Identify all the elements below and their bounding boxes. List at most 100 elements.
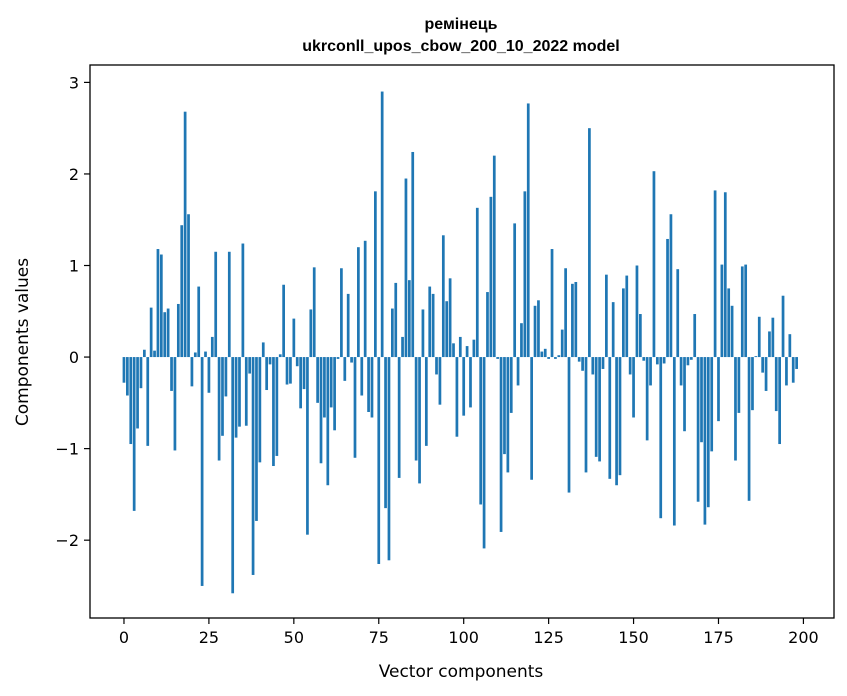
bar [571, 283, 574, 358]
bar [170, 357, 173, 391]
bar [560, 329, 564, 358]
bar [645, 357, 649, 441]
bar [200, 357, 204, 586]
bar [689, 357, 693, 360]
bar [598, 357, 601, 462]
bar [428, 286, 432, 358]
bar [635, 265, 639, 358]
bar [499, 357, 503, 532]
bar [479, 357, 483, 505]
bar [652, 171, 656, 358]
bar [421, 309, 425, 358]
bar [340, 268, 343, 358]
bar [156, 249, 160, 358]
x-tick-label: 100 [448, 628, 479, 647]
bar [458, 336, 462, 358]
bar [706, 357, 710, 508]
bar [605, 274, 608, 358]
bar [533, 305, 537, 358]
bar [187, 214, 190, 358]
bar [166, 308, 170, 358]
bar [132, 357, 136, 511]
bar [591, 357, 595, 375]
bar [153, 350, 156, 358]
bar [139, 357, 143, 389]
bar [241, 243, 245, 358]
bar [581, 357, 584, 371]
bar [761, 357, 765, 373]
bar [513, 223, 517, 358]
bar [577, 357, 581, 362]
bar [316, 357, 319, 403]
bar [438, 357, 442, 405]
y-tick-label: 3 [69, 73, 79, 92]
bar [377, 357, 381, 564]
bar [503, 357, 506, 455]
bar [781, 295, 785, 358]
y-tick-label: 0 [69, 348, 79, 367]
bar [710, 357, 714, 452]
bar [353, 357, 357, 458]
bar [791, 357, 795, 383]
bar [669, 214, 673, 358]
bar [424, 357, 428, 446]
bar [717, 357, 720, 422]
chart-title: ремінець [425, 16, 498, 33]
bar [567, 357, 571, 493]
bar [788, 334, 792, 358]
bar [526, 103, 530, 358]
bar [278, 354, 282, 358]
bar [272, 357, 275, 467]
bar [336, 357, 340, 359]
bar [594, 357, 598, 457]
plot-frame [89, 64, 835, 619]
bar [615, 357, 618, 486]
bar [523, 191, 527, 358]
y-axis-label: Components values [13, 258, 33, 426]
bar [686, 357, 690, 366]
bar [713, 190, 717, 358]
bar [496, 357, 500, 359]
bar [455, 357, 459, 437]
bar [312, 267, 316, 358]
bar [299, 357, 302, 409]
bar [452, 343, 455, 358]
bar [431, 293, 435, 358]
bar [727, 288, 731, 358]
bar [231, 357, 235, 594]
bar [143, 349, 146, 358]
x-axis-label: Vector components [379, 662, 544, 682]
bar [649, 357, 652, 386]
bar [261, 342, 265, 358]
bar [394, 282, 398, 358]
bar [771, 317, 775, 358]
bar [469, 357, 472, 408]
x-axis-ticks: 0 25 50 75 100 125 150 175 200 [119, 618, 819, 647]
bar [441, 235, 445, 358]
x-tick-label: 25 [199, 628, 219, 647]
bar [730, 305, 734, 358]
bar [611, 302, 615, 358]
bar [608, 357, 612, 479]
bar [676, 269, 680, 358]
y-tick-label: 1 [69, 257, 79, 276]
bar [397, 357, 401, 478]
bar [506, 357, 510, 473]
bar [465, 346, 469, 358]
bar [350, 357, 353, 363]
bar [255, 357, 258, 521]
bar [662, 357, 666, 364]
bar [747, 357, 751, 501]
bar [666, 238, 669, 358]
bar [360, 357, 364, 396]
bar [407, 280, 411, 358]
bar [384, 357, 387, 509]
bar [357, 247, 360, 358]
bar [197, 286, 201, 358]
bar [238, 357, 241, 427]
bar [768, 331, 771, 358]
bar [204, 351, 207, 358]
bar [774, 357, 778, 412]
bar [333, 357, 336, 431]
bar [193, 352, 197, 358]
